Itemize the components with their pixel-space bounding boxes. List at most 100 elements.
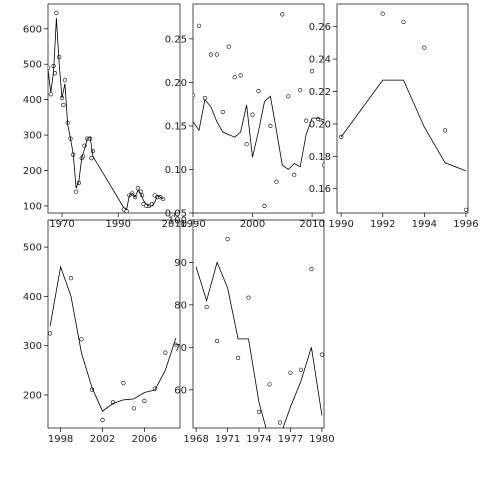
y-tick-label: 500 [23, 60, 42, 71]
data-point [443, 128, 448, 133]
x-tick-label: 1994 [412, 219, 437, 230]
y-tick-label: 100 [23, 201, 42, 212]
data-point [225, 237, 230, 242]
data-point [274, 179, 279, 184]
data-point [100, 418, 105, 423]
data-point [68, 276, 74, 281]
y-tick-label: 0.22 [309, 87, 331, 98]
x-tick-label: 1998 [48, 434, 73, 445]
y-tick-label: 0.24 [309, 55, 331, 66]
y-tick-label: 80 [174, 300, 187, 311]
series-group [194, 220, 324, 428]
y-tick-label: 0.25 [165, 34, 187, 45]
x-tick-label: 2002 [90, 434, 115, 445]
data-point [267, 382, 272, 387]
fitted-line [49, 265, 177, 412]
data-point [280, 12, 285, 17]
x-tick-label: 1971 [215, 434, 240, 445]
data-point [304, 118, 309, 123]
data-point [277, 420, 283, 425]
data-point [268, 123, 273, 128]
y-tick-label: 200 [23, 390, 42, 401]
data-point [208, 52, 213, 57]
data-point [196, 23, 202, 28]
plot-frame [47, 219, 181, 429]
data-point [48, 65, 51, 70]
data-point [79, 337, 84, 342]
data-point [131, 406, 136, 411]
series-group [48, 220, 178, 423]
y-tick-label: 300 [23, 341, 42, 352]
y-tick-label: 0.26 [309, 22, 331, 33]
series-group [193, 12, 324, 209]
y-tick-label: 0.15 [165, 121, 187, 132]
fitted-line [193, 95, 324, 171]
data-point [204, 304, 209, 310]
data-point [309, 267, 314, 272]
fitted-line [195, 261, 323, 428]
x-tick-label: 2006 [132, 434, 157, 445]
data-point [256, 409, 262, 415]
chart-panel-2: 1990 1992 1994 1996 0.16 0.18 0.20 0.22 0.24 0.26 [309, 3, 479, 230]
data-point [220, 109, 225, 115]
data-point [58, 220, 63, 223]
data-point [62, 78, 68, 83]
data-point [319, 352, 324, 357]
series-group [48, 10, 166, 213]
data-point [288, 370, 293, 375]
data-point [321, 163, 324, 168]
series-group [339, 11, 468, 212]
y-tick-label: 60 [174, 385, 187, 396]
y-tick-label: 400 [23, 95, 42, 106]
x-tick-label: 1992 [370, 219, 395, 230]
data-point [292, 172, 297, 177]
y-tick-label: 600 [23, 24, 42, 35]
x-tick-label: 1968 [183, 434, 208, 445]
data-point [194, 220, 199, 223]
data-point [256, 88, 261, 94]
data-point [193, 93, 196, 98]
y-tick-label: 0.10 [165, 165, 187, 176]
x-tick-label: 1970 [49, 219, 74, 230]
data-point [73, 189, 79, 194]
y-tick-label: 0.05 [165, 209, 187, 220]
data-point [298, 88, 303, 93]
data-point [226, 44, 231, 49]
fitted-line [340, 79, 467, 172]
x-tick-label: 1980 [309, 434, 334, 445]
data-point [463, 207, 468, 212]
plot-frame [192, 219, 325, 429]
plot-frame [192, 3, 325, 214]
data-point [244, 142, 249, 147]
y-tick-label: 500 [23, 243, 42, 254]
data-point [310, 68, 315, 74]
plot-frame [47, 3, 181, 214]
data-point [121, 381, 126, 386]
chart-panel-4: 1968 1971 1974 1977 1980 60 70 80 90 100 [168, 216, 335, 446]
data-point [246, 295, 251, 300]
data-point [89, 156, 94, 161]
data-point [298, 367, 304, 372]
data-point [54, 10, 59, 15]
data-point [214, 52, 219, 57]
y-tick-label: 0.16 [309, 184, 331, 195]
plot-frame [336, 3, 469, 214]
x-tick-label: 2000 [240, 219, 265, 230]
data-point [61, 102, 66, 108]
y-tick-label: 0.18 [309, 152, 331, 163]
y-tick-label: 90 [174, 258, 187, 269]
x-tick-label: 1974 [246, 434, 271, 445]
x-tick-label: 2010 [162, 219, 187, 230]
data-point [250, 112, 255, 117]
data-point [262, 203, 267, 209]
y-tick-label: 0.20 [309, 119, 331, 130]
data-point [48, 92, 53, 97]
fitted-line [48, 18, 164, 211]
data-point [380, 11, 385, 16]
y-tick-label: 200 [23, 166, 42, 177]
y-tick-label: 70 [174, 343, 187, 354]
x-tick-label: 1996 [453, 219, 478, 230]
